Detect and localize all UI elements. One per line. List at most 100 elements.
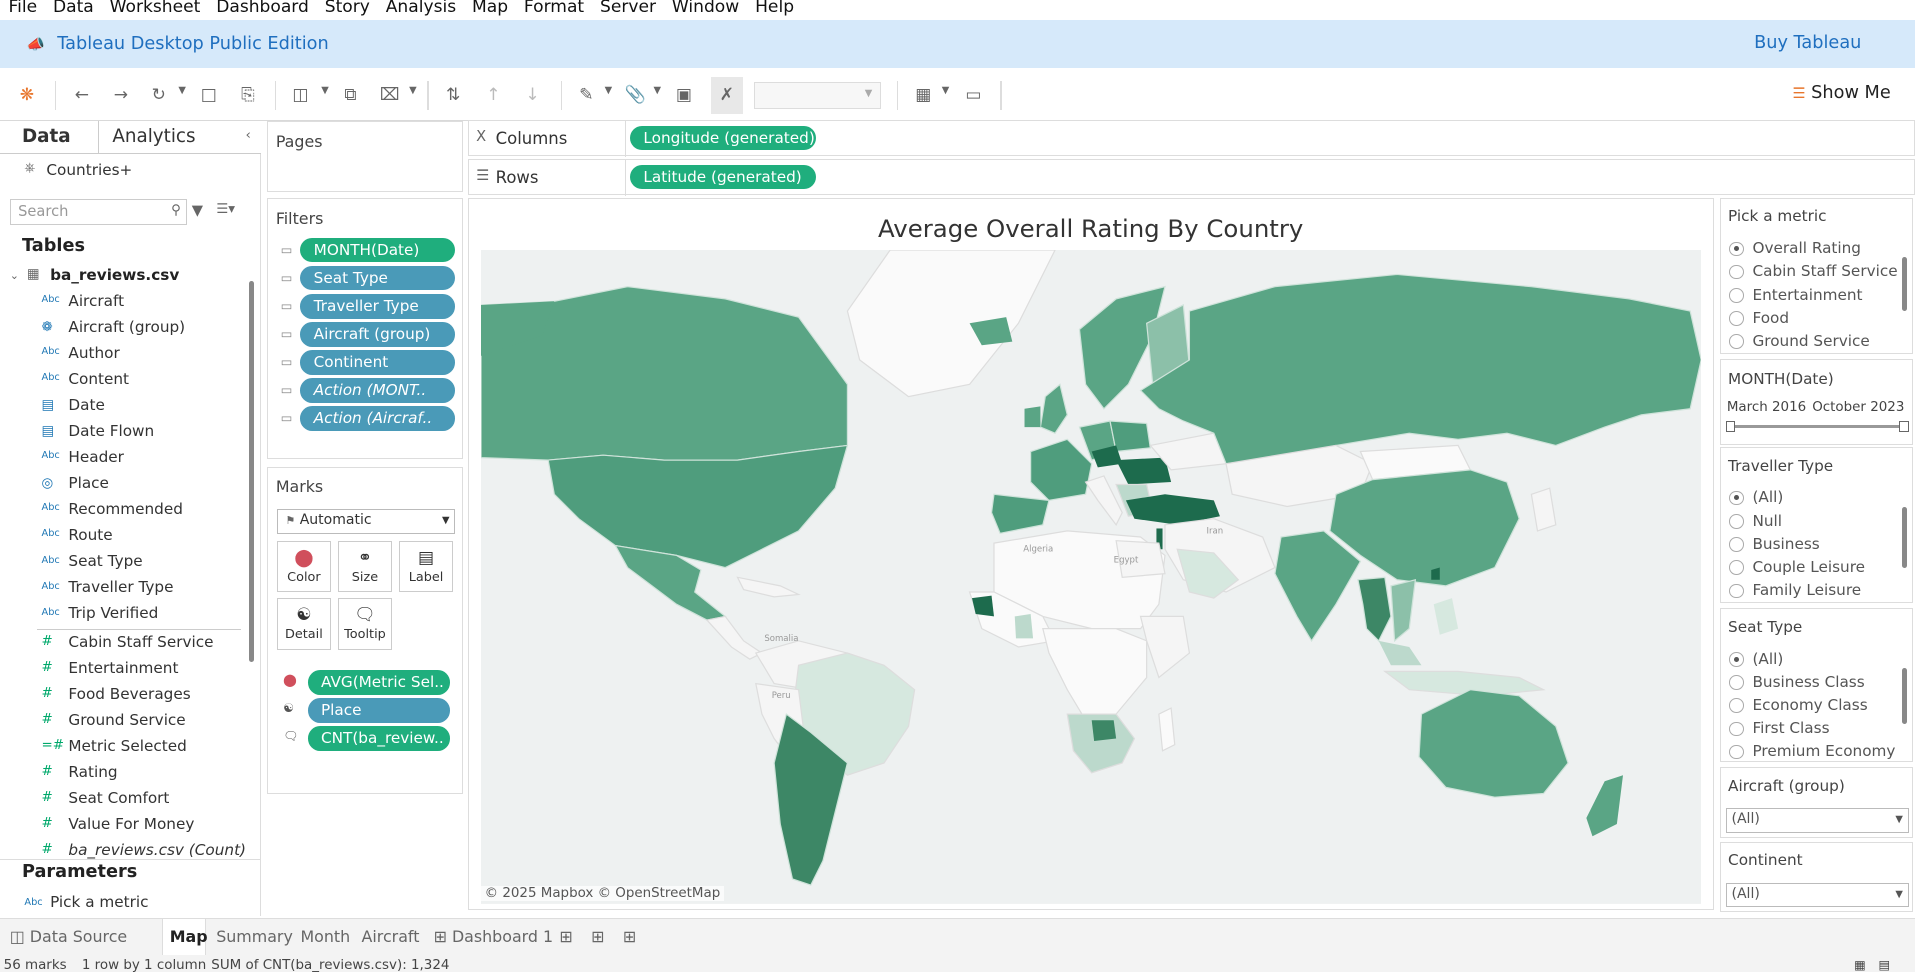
field-entertainment[interactable]: Entertainment [68, 658, 179, 677]
buy-tableau-link[interactable]: Buy Tableau [1754, 32, 1862, 53]
field-value-for-money[interactable]: Value For Money [68, 814, 195, 833]
columns-pill[interactable]: Longitude (generated) [630, 125, 816, 150]
seat-option-business-class[interactable]: Business Class [1752, 672, 1865, 691]
field-food-beverages[interactable]: Food Beverages [68, 684, 191, 703]
field-date-flown[interactable]: Date Flown [68, 421, 155, 440]
continent-dropdown[interactable]: (All) ▼ [1725, 882, 1909, 908]
tab-data-source[interactable]: ◫ Data Source [9, 926, 128, 946]
data-pane-scrollbar[interactable] [249, 280, 255, 662]
month-slider-start-handle[interactable] [1725, 421, 1736, 433]
field-content[interactable]: Content [68, 369, 130, 388]
data-source-name[interactable]: Countries+ [46, 161, 133, 180]
metric-radio-entertainment[interactable] [1729, 288, 1744, 303]
field-aircraft-group[interactable]: Aircraft (group) [68, 317, 186, 336]
replay-icon[interactable]: ↻ [151, 85, 166, 106]
traveller-radio-all[interactable] [1729, 490, 1744, 506]
menu-window[interactable]: Window [671, 0, 740, 17]
metric-option-cabin-staff-service[interactable]: Cabin Staff Service [1752, 262, 1898, 281]
rows-shelf[interactable]: ☰ Rows Latitude (generated) [467, 158, 1915, 197]
duplicate-sheet-icon[interactable]: ⧉ [344, 85, 357, 106]
tab-aircraft[interactable]: Aircraft [361, 926, 420, 946]
new-worksheet-tab-icon[interactable]: ⊞ [559, 926, 573, 946]
menu-dashboard[interactable]: Dashboard [216, 0, 309, 17]
menu-data[interactable]: Data [53, 0, 94, 17]
new-worksheet-icon[interactable]: ◫ [292, 85, 309, 106]
field-cabin-staff-service[interactable]: Cabin Staff Service [68, 632, 214, 651]
tab-map[interactable]: Map [169, 926, 208, 946]
menu-help[interactable]: Help [755, 0, 795, 17]
field-place[interactable]: Place [68, 474, 109, 493]
traveller-option-family-leisure[interactable]: Family Leisure [1752, 581, 1862, 600]
menu-format[interactable]: Format [523, 0, 585, 17]
tab-data[interactable]: Data [21, 125, 71, 147]
columns-shelf[interactable]: Ⅹ Columns Longitude (generated) [467, 119, 1915, 158]
field-trip-verified[interactable]: Trip Verified [68, 604, 159, 623]
new-dashboard-tab-icon[interactable]: ⊞ [591, 926, 605, 946]
traveller-radio-family-leisure[interactable] [1729, 583, 1744, 599]
pages-card[interactable]: Pages [267, 120, 463, 192]
traveller-radio-business[interactable] [1729, 537, 1744, 552]
tableau-logo-icon[interactable]: ❋ [19, 85, 35, 106]
seat-scrollbar[interactable] [1901, 667, 1907, 725]
field-seat-type[interactable]: Seat Type [68, 552, 143, 571]
traveller-option-couple-leisure[interactable]: Couple Leisure [1752, 557, 1866, 576]
tab-analytics[interactable]: Analytics [112, 125, 196, 147]
sort-ascending-icon[interactable]: ↑ [486, 85, 501, 106]
menu-file[interactable]: File [8, 0, 38, 17]
show-labels-icon[interactable]: ▣ [675, 85, 693, 106]
map-svg[interactable]: Iran Egypt Algeria Somalia Peru [480, 250, 1702, 904]
traveller-option-business[interactable]: Business [1752, 534, 1820, 553]
seat-radio-economy-class[interactable] [1729, 698, 1744, 714]
menu-analysis[interactable]: Analysis [385, 0, 457, 17]
search-box[interactable]: Search ⚲ [9, 199, 187, 225]
menu-worksheet[interactable]: Worksheet [109, 0, 201, 17]
field-seat-comfort[interactable]: Seat Comfort [68, 788, 170, 807]
field-date[interactable]: Date [68, 395, 105, 414]
seat-option-all[interactable]: (All) [1752, 649, 1784, 668]
traveller-radio-null[interactable] [1729, 513, 1744, 529]
save-icon[interactable]: □ [200, 85, 217, 106]
metric-radio-overall-rating[interactable] [1729, 241, 1744, 257]
world-map[interactable]: Iran Egypt Algeria Somalia Peru © 2025 M… [480, 250, 1702, 904]
expand-chevron-icon[interactable]: ⌄ [9, 268, 19, 282]
show-me-button[interactable]: ☰ Show Me [1792, 83, 1891, 104]
swap-rows-columns-icon[interactable]: ⇅ [445, 85, 461, 106]
filter-pill-month-date[interactable]: MONTH(Date) [300, 237, 456, 263]
group-icon[interactable]: 📎 [624, 85, 646, 106]
seat-radio-first-class[interactable] [1729, 721, 1744, 737]
metric-option-overall-rating[interactable]: Overall Rating [1752, 239, 1861, 258]
menu-story[interactable]: Story [324, 0, 370, 17]
size-button[interactable]: ⚭ Size [338, 540, 392, 593]
field-metric-selected[interactable]: Metric Selected [68, 736, 187, 755]
month-slider-end-handle[interactable] [1899, 421, 1909, 433]
seat-radio-premium-economy[interactable] [1729, 744, 1744, 760]
device-preview-icon[interactable]: ▭ [965, 85, 982, 106]
metric-scrollbar[interactable] [1901, 257, 1907, 312]
marks-pill-color[interactable]: AVG(Metric Sel.. [307, 670, 451, 695]
tab-dashboard-1[interactable]: ⊞ Dashboard 1 [433, 926, 554, 946]
detail-button[interactable]: ☯ Detail [277, 598, 331, 650]
presentation-icon[interactable]: ▦ [915, 85, 932, 106]
new-data-source-icon[interactable]: ⎘ [241, 85, 255, 106]
month-slider-track[interactable] [1730, 424, 1904, 429]
aircraft-dropdown[interactable]: (All) ▼ [1725, 808, 1909, 833]
rows-pill[interactable]: Latitude (generated) [630, 164, 816, 190]
seat-option-premium-economy[interactable]: Premium Economy [1752, 742, 1896, 761]
marks-pill-tooltip[interactable]: CNT(ba_review.. [307, 726, 451, 751]
parameter-pick-a-metric[interactable]: Pick a metric [50, 892, 149, 911]
filter-pill-action-mont[interactable]: Action (MONT.. [300, 378, 456, 403]
filter-icon[interactable]: ▼ [191, 201, 204, 219]
filter-pill-traveller-type[interactable]: Traveller Type [300, 294, 456, 319]
metric-option-ground-service[interactable]: Ground Service [1752, 331, 1870, 350]
menu-server[interactable]: Server [599, 0, 656, 17]
traveller-scrollbar[interactable] [1901, 506, 1907, 568]
menu-map[interactable]: Map [472, 0, 509, 17]
field-traveller-type[interactable]: Traveller Type [68, 578, 174, 597]
filter-pill-seat-type[interactable]: Seat Type [300, 266, 456, 291]
tab-month[interactable]: Month [300, 926, 351, 946]
metric-option-entertainment[interactable]: Entertainment [1752, 285, 1863, 304]
view-options-icon[interactable]: ☰▾ [216, 201, 235, 217]
field-ba-reviews-csv-count[interactable]: ba_reviews.csv (Count) [68, 840, 246, 859]
field-rating[interactable]: Rating [68, 762, 118, 781]
metric-radio-food[interactable] [1729, 311, 1744, 326]
